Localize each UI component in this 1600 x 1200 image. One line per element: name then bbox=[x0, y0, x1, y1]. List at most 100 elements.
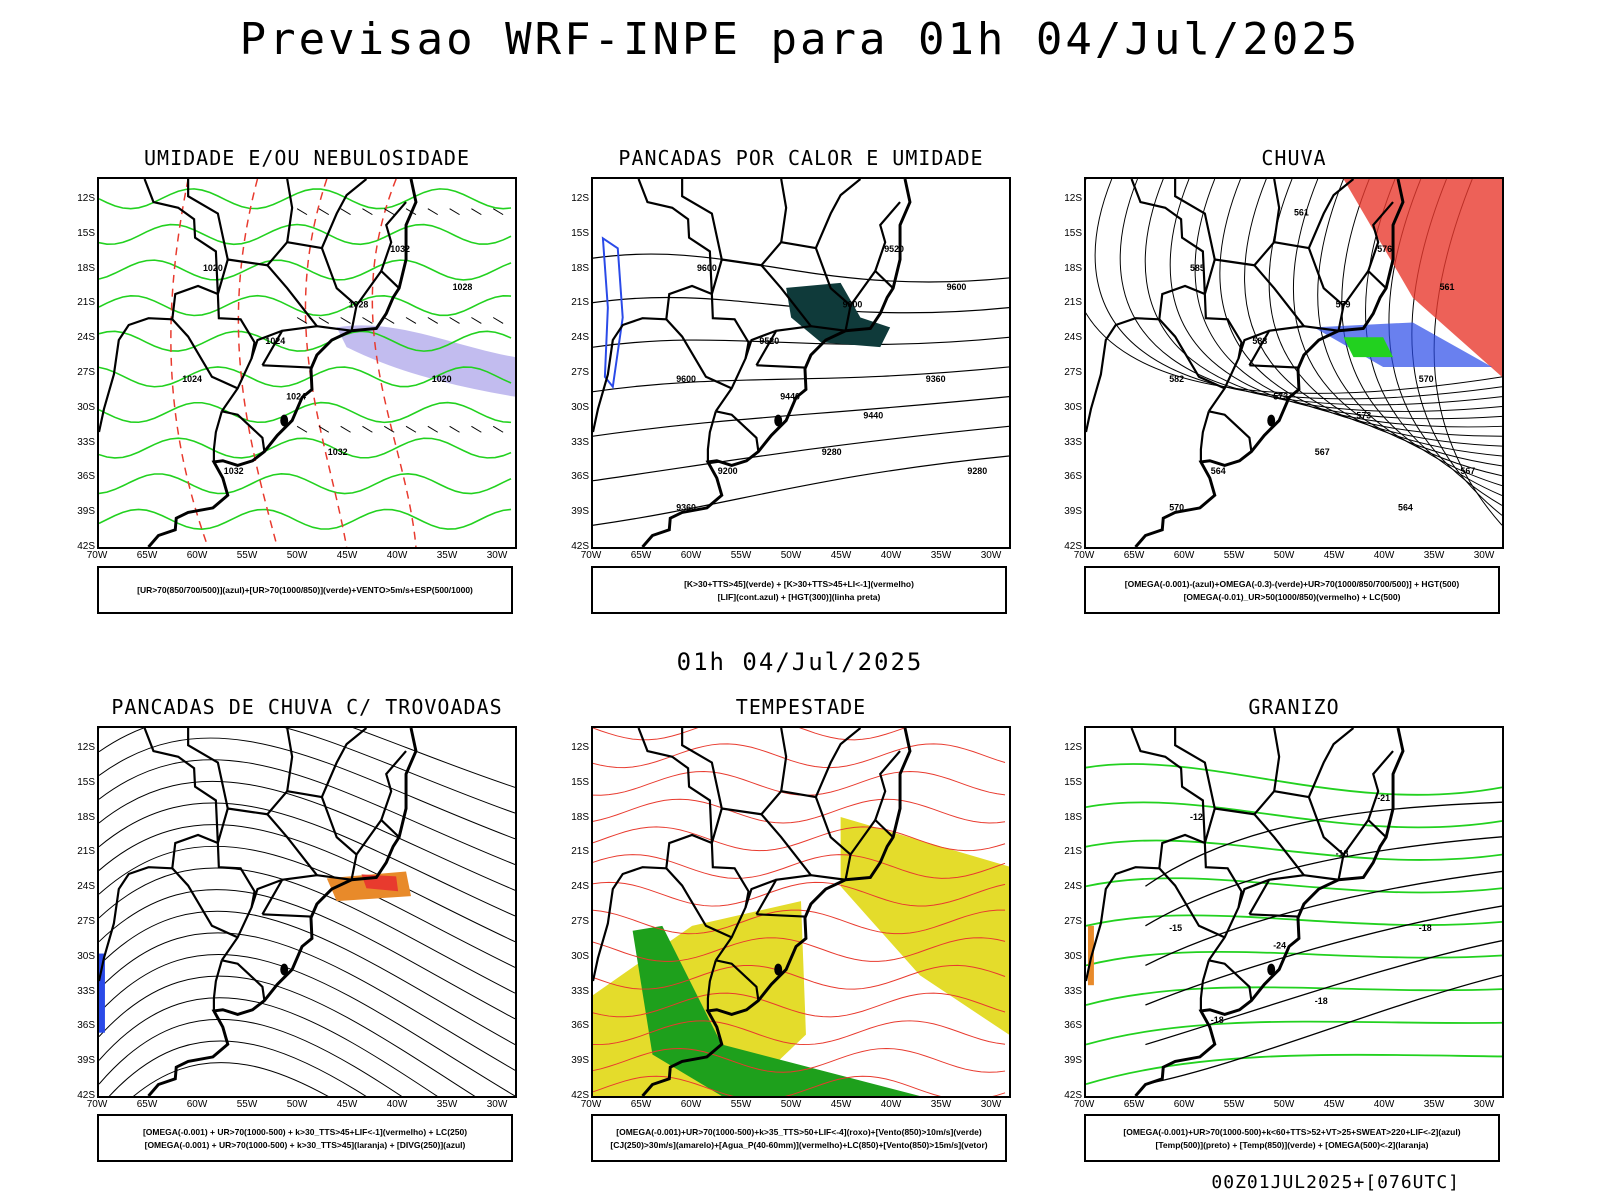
latitude-tick-label: 12S bbox=[77, 742, 95, 753]
state-border bbox=[593, 317, 667, 433]
longitude-tick-label: 60W bbox=[1173, 550, 1195, 561]
streamline bbox=[99, 1018, 402, 1096]
latitude-tick-label: 18S bbox=[1064, 262, 1082, 274]
green-contour bbox=[99, 294, 512, 317]
state-border bbox=[637, 179, 713, 295]
contour-label: 1028 bbox=[349, 300, 369, 310]
wind-vector bbox=[449, 425, 460, 433]
streamline bbox=[1219, 179, 1502, 437]
longitude-tick-label: 65W bbox=[136, 550, 158, 561]
longitude-tick-label: 50W bbox=[780, 550, 802, 561]
wind-vector bbox=[471, 317, 482, 324]
wind-vector bbox=[449, 317, 460, 324]
wind-vector bbox=[427, 425, 438, 433]
precipitable-water-contour bbox=[593, 798, 1006, 824]
streamline bbox=[1094, 179, 1502, 400]
lagoon bbox=[280, 414, 289, 427]
latitude-tick-label: 27S bbox=[1064, 367, 1082, 378]
wind-vector bbox=[405, 425, 417, 433]
contour-label: 1032 bbox=[224, 466, 244, 476]
state-border bbox=[744, 878, 777, 908]
wind-vector bbox=[296, 317, 308, 324]
contour-label: 573 bbox=[1356, 410, 1371, 420]
state-border bbox=[710, 258, 762, 295]
streamline bbox=[1144, 179, 1502, 412]
forecast-map: 1020 1024 1028 1032 1024 1020 1032 1032 1028 1024 bbox=[97, 177, 517, 549]
longitude-tick-label: 35W bbox=[436, 1099, 458, 1110]
state-border bbox=[262, 364, 312, 369]
wind-vector bbox=[362, 208, 373, 216]
state-border bbox=[286, 728, 294, 792]
wind-vector bbox=[296, 425, 308, 433]
map-base bbox=[593, 728, 912, 1096]
longitude-tick-label: 30W bbox=[486, 1099, 508, 1110]
legend-line-1: [UR>70(850/700/500)](azul)+[UR>70(1000/8… bbox=[137, 585, 473, 595]
legend-line-2: [LIF](cont.azul) + [HGT(300)](linha pret… bbox=[717, 592, 881, 602]
state-border bbox=[759, 790, 817, 876]
longitude-tick-label: 30W bbox=[1473, 1099, 1495, 1110]
wind-vector bbox=[471, 425, 482, 433]
latitude-tick-label: 15S bbox=[1064, 776, 1082, 788]
latitude-tick-label: 15S bbox=[77, 227, 95, 239]
latitude-tick-label: 18S bbox=[1064, 811, 1082, 823]
latitude-tick-label: 27S bbox=[1064, 916, 1082, 927]
map-base bbox=[99, 728, 418, 1096]
contour-label: -15 bbox=[1169, 923, 1182, 933]
latitude-tick-label: 12S bbox=[1064, 193, 1082, 204]
wind-vector bbox=[427, 317, 438, 324]
state-border bbox=[1130, 728, 1206, 844]
divergence-area bbox=[99, 953, 105, 1033]
state-border bbox=[1249, 913, 1299, 918]
state-border bbox=[1367, 750, 1394, 838]
longitude-tick-label: 30W bbox=[1473, 550, 1495, 561]
coastline bbox=[147, 728, 418, 1096]
precipitable-water-contour bbox=[593, 937, 1006, 962]
state-border bbox=[1174, 179, 1216, 260]
streamline bbox=[99, 824, 515, 943]
longitude-tick-label: 40W bbox=[880, 550, 902, 561]
state-border bbox=[1208, 959, 1253, 1001]
forecast-map: 585 582 579 576 573 570 567 564 561 588 573 570 567 5… bbox=[1084, 177, 1504, 549]
temp850-contour bbox=[1086, 801, 1502, 829]
state-border bbox=[681, 179, 723, 260]
wind-vector bbox=[340, 317, 351, 324]
latitude-tick-label: 24S bbox=[77, 332, 95, 344]
longitude-tick-label: 55W bbox=[236, 1099, 258, 1110]
precipitable-water-contour bbox=[593, 964, 1006, 990]
longitude-tick-label: 65W bbox=[630, 1099, 652, 1110]
field-layer bbox=[593, 236, 1009, 526]
rain-area bbox=[1343, 179, 1502, 377]
green-contour bbox=[99, 401, 512, 424]
latitude-tick-label: 21S bbox=[77, 846, 95, 858]
longitude-tick-label: 55W bbox=[1223, 550, 1245, 561]
wind-vector bbox=[471, 208, 482, 216]
latitude-tick-label: 42S bbox=[1064, 541, 1082, 552]
latitude-tick-label: 21S bbox=[1064, 297, 1082, 309]
state-border bbox=[1174, 728, 1216, 809]
latitude-tick-label: 27S bbox=[571, 916, 589, 927]
latitude-tick-label: 30S bbox=[77, 401, 95, 413]
state-border bbox=[715, 959, 760, 1001]
state-border bbox=[874, 750, 901, 838]
legend-line-2: [OMEGA(-0.01)_UR>50(1000/850)(vermelho) … bbox=[1183, 592, 1401, 602]
panel-legend: [K>30+TTS>45](verde) + [K>30+TTS>45+LI<-… bbox=[591, 566, 1007, 614]
state-border bbox=[250, 878, 283, 908]
coastline bbox=[147, 179, 418, 547]
panel-title: CHUVA bbox=[1261, 146, 1327, 170]
longitude-tick-label: 65W bbox=[1123, 550, 1145, 561]
state-border bbox=[1252, 241, 1310, 327]
contour-label: 573 bbox=[1273, 392, 1288, 402]
longitude-tick-label: 35W bbox=[436, 550, 458, 561]
contour-label: 9440 bbox=[780, 392, 800, 402]
latitude-tick-label: 36S bbox=[1064, 471, 1082, 483]
state-border bbox=[1273, 179, 1281, 243]
streamline bbox=[109, 1040, 367, 1096]
contour-label: 1032 bbox=[390, 244, 410, 254]
state-border bbox=[755, 874, 846, 915]
temp850-contour bbox=[1086, 1053, 1502, 1085]
longitude-tick-label: 40W bbox=[1373, 1099, 1395, 1110]
state-border bbox=[1199, 959, 1210, 1011]
contour-label: 561 bbox=[1440, 282, 1455, 292]
streamline bbox=[1086, 179, 1502, 394]
state-border bbox=[681, 728, 723, 809]
